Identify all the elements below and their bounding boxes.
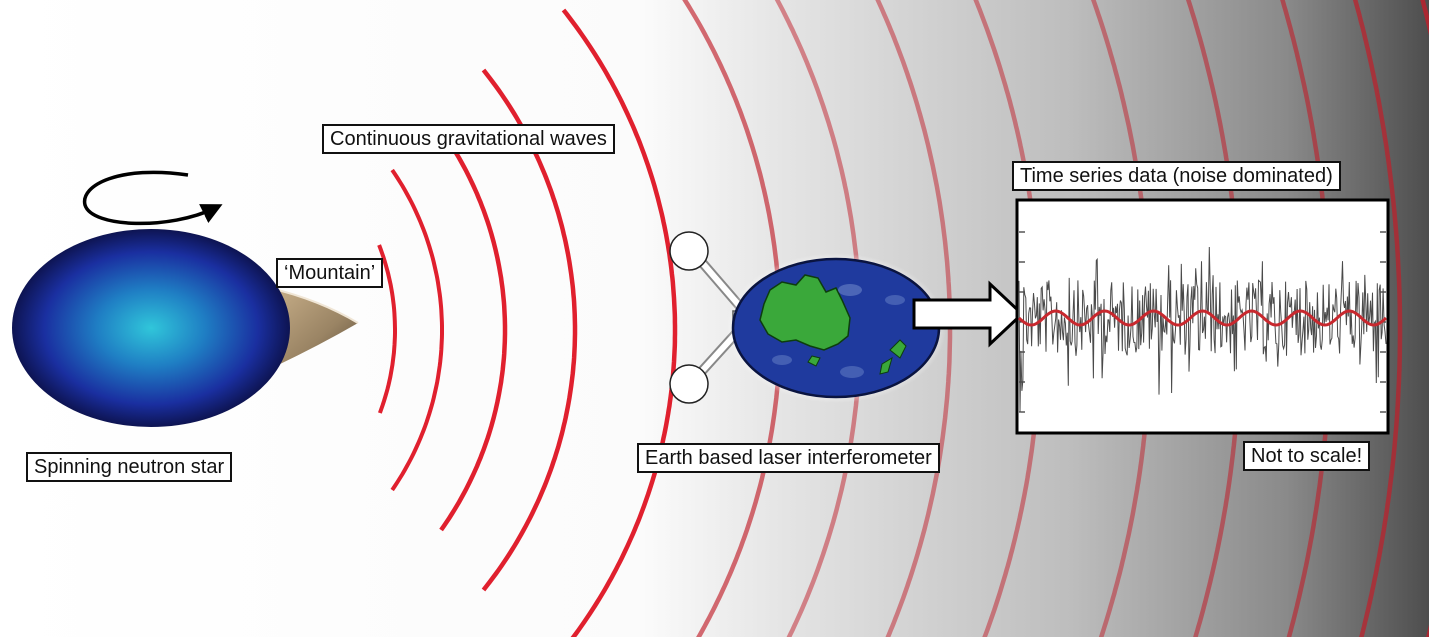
time-series-label: Time series data (noise dominated) [1012, 161, 1341, 191]
noise-series [1018, 246, 1387, 413]
scale-note-label: Not to scale! [1243, 441, 1371, 471]
wave-front [481, 68, 578, 592]
earth-icon [726, 253, 946, 403]
mountain-icon [269, 287, 359, 366]
time-series-plot [1015, 198, 1390, 435]
wave-front [875, 0, 953, 637]
waves-label: Continuous gravitational waves [322, 124, 615, 154]
wave-front [439, 128, 508, 532]
wave-front [561, 8, 678, 637]
wave-front [377, 244, 397, 414]
curved-arrow-icon [82, 170, 223, 226]
right-arrow-icon [912, 280, 1025, 348]
wave-front [1352, 0, 1403, 637]
interferometer-label: Earth based laser interferometer [637, 443, 940, 473]
neutron-star [12, 229, 290, 427]
mountain-label: ‘Mountain’ [276, 258, 384, 288]
wave-front [390, 168, 444, 492]
neutron-star-label: Spinning neutron star [26, 452, 233, 482]
signal-series [1017, 309, 1388, 327]
